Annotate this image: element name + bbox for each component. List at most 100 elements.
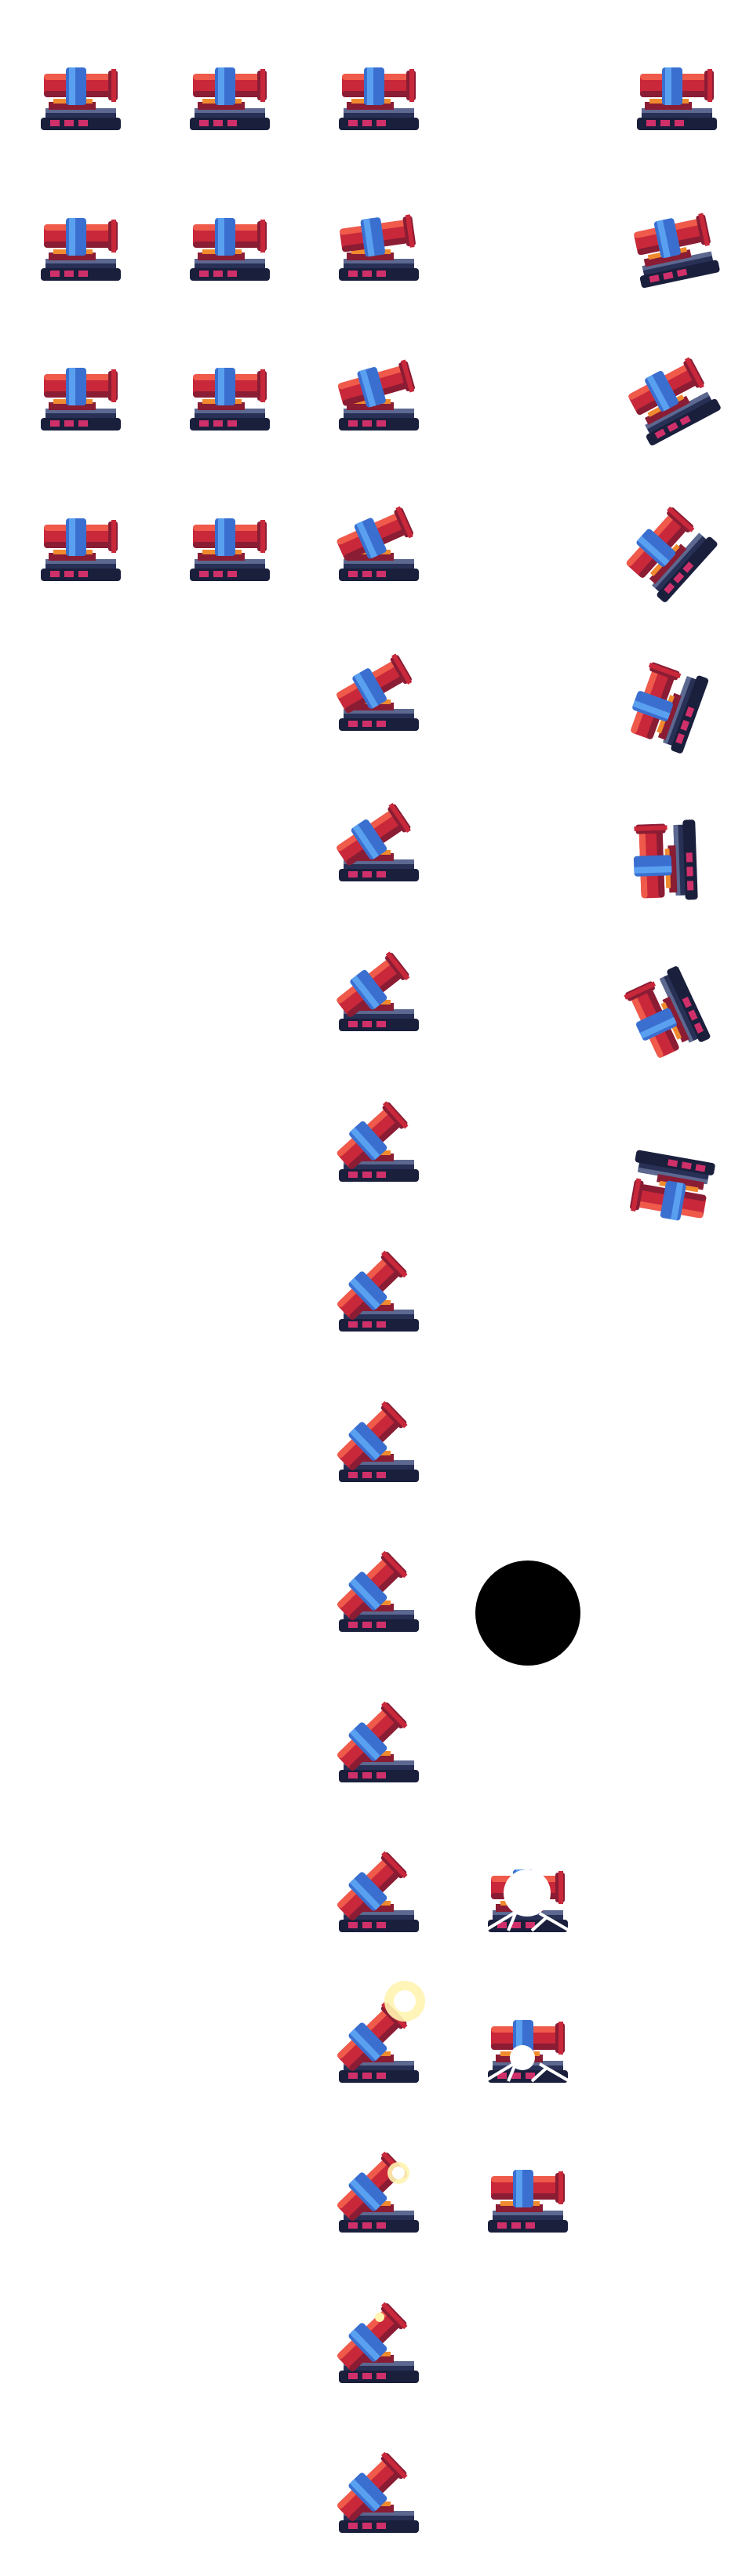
topple-frame-2	[626, 213, 726, 289]
topple-frame-8-art	[630, 1150, 715, 1220]
fire-frame-6	[328, 802, 428, 889]
idle-b-frame-1	[179, 63, 279, 138]
idle-a-frame-1	[30, 63, 130, 138]
topple-frame-3	[626, 357, 726, 446]
fire-frame-16	[328, 2302, 428, 2391]
cannon-barrel	[640, 67, 714, 105]
fire-frame-12-art	[336, 1701, 419, 1782]
fire-frame-2	[328, 213, 428, 289]
tank-base	[659, 966, 711, 1043]
cannon-barrel	[336, 802, 411, 866]
topple-frame-2-art	[634, 213, 720, 288]
cannon-barrel	[337, 359, 415, 408]
fire-frame-13	[328, 1851, 428, 1940]
fire-frame-8	[328, 1100, 428, 1190]
topple-frame-1	[626, 63, 726, 138]
fire-frame-4	[328, 506, 428, 589]
destroy-frame-3-art	[488, 2170, 568, 2233]
cannon-barrel	[626, 506, 695, 578]
tank-base	[41, 399, 121, 431]
fire-frame-17-art	[336, 2451, 419, 2533]
topple-frame-1-art	[637, 67, 717, 130]
cannon-barrel	[340, 213, 416, 256]
destroy-frame-1-art	[483, 1869, 571, 1932]
cannon-barrel	[336, 1701, 408, 1771]
fire-frame-10-art	[336, 1401, 419, 1482]
cannon-barrel	[336, 506, 413, 561]
destroy-frame-3	[477, 2165, 577, 2240]
cannon-barrel	[628, 357, 704, 416]
tank-base	[657, 675, 709, 754]
tank-base	[339, 249, 419, 281]
fire-frame-14	[328, 1980, 428, 2091]
idle-b-frame-1-art	[190, 67, 270, 130]
tank-base	[190, 99, 270, 130]
fire-frame-1	[328, 63, 428, 138]
tank-base	[190, 399, 270, 431]
idle-b-frame-2	[179, 213, 279, 289]
fire-frame-9-art	[336, 1250, 419, 1332]
muzzle-flash	[384, 1980, 425, 2022]
cannon-barrel	[44, 368, 118, 405]
cannon-barrel	[634, 213, 711, 258]
fire-frame-13-art	[336, 1851, 419, 1932]
cannon-barrel	[336, 2151, 408, 2221]
fire-frame-5	[328, 653, 428, 739]
tank-base	[190, 549, 270, 581]
cannon-barrel	[336, 2451, 408, 2521]
fire-frame-9	[328, 1250, 428, 1339]
cannon-barrel	[491, 2019, 565, 2058]
cannon-barrel	[193, 67, 267, 105]
cannon-barrel	[491, 2170, 565, 2207]
destroy-frame-1	[477, 1865, 577, 1940]
destroy-frame-2-art	[483, 2019, 571, 2083]
idle-a-frame-3	[30, 363, 130, 438]
cannon-barrel	[336, 1250, 408, 1320]
fire-frame-14-art	[336, 1980, 425, 2083]
topple-frame-7-art	[624, 966, 711, 1058]
cannon-barrel	[336, 1851, 408, 1920]
cannon-barrel	[44, 67, 118, 105]
fire-frame-3	[328, 359, 428, 438]
fire-frame-11-art	[336, 1550, 419, 1632]
tank-base	[41, 249, 121, 281]
topple-frame-8	[626, 1114, 726, 1220]
idle-a-frame-3-art	[41, 368, 121, 431]
fire-frame-8-art	[336, 1100, 419, 1182]
cannon-barrel	[193, 217, 267, 256]
idle-a-frame-2	[30, 213, 130, 289]
topple-frame-5-art	[631, 662, 709, 754]
idle-b-frame-4	[179, 514, 279, 589]
tank-base	[339, 1150, 419, 1182]
fire-frame-17	[328, 2451, 428, 2541]
tank-base	[644, 391, 721, 446]
topple-frame-4-art	[626, 506, 718, 602]
fire-frame-15	[328, 2151, 428, 2240]
idle-a-frame-4	[30, 514, 130, 589]
fire-frame-3-art	[337, 359, 419, 431]
destroy-frame-2	[477, 2015, 577, 2091]
cannon-barrel	[44, 518, 118, 556]
idle-b-frame-2-art	[190, 217, 270, 281]
cannon-barrel	[631, 662, 682, 739]
fire-frame-12	[328, 1701, 428, 1790]
idle-b-frame-3	[179, 363, 279, 438]
cannon-barrel	[336, 2302, 408, 2371]
idle-b-frame-3-art	[190, 368, 270, 431]
cannon-barrel	[193, 518, 267, 556]
topple-frame-3-art	[628, 357, 721, 446]
cannon-barrel	[336, 1100, 409, 1169]
cannon-barrel	[633, 823, 672, 898]
topple-frame-4	[626, 506, 726, 602]
cannon-barrel	[342, 67, 416, 105]
cannon-barrel	[336, 653, 413, 714]
cannon-barrel	[336, 1550, 408, 1620]
fire-frame-11	[328, 1550, 428, 1640]
cannon-barrel	[44, 217, 118, 256]
cannon-barrel	[336, 1401, 408, 1470]
fire-frame-16-art	[336, 2302, 419, 2383]
cannon-barrel	[630, 1178, 707, 1220]
idle-a-frame-1-art	[41, 67, 121, 130]
idle-b-frame-4-art	[190, 518, 270, 581]
